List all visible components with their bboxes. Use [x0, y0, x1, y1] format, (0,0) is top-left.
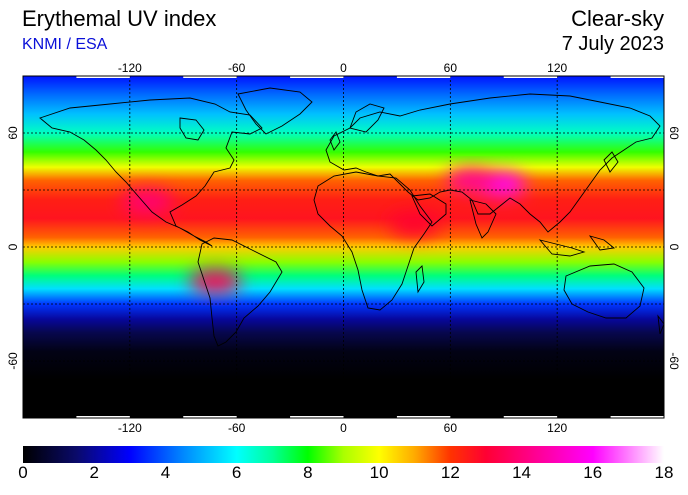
sky-mode-label: Clear-sky	[571, 6, 664, 31]
left-lat-label: 60	[6, 126, 20, 140]
coastline-india	[469, 199, 497, 239]
coastline-japan	[603, 151, 619, 173]
bottom-lon-label: 120	[547, 421, 567, 435]
bottom-lon-label: 0	[340, 421, 347, 435]
uv-hotspot-4	[388, 212, 441, 237]
axis-labels: -120 -120 -60 -60 0 0 60 60 120 120 60 60 0 0 -60 -60	[6, 61, 681, 435]
colorbar-tick-label: 2	[89, 463, 99, 482]
right-lat-label: -60	[667, 352, 681, 370]
right-lat-label: 60	[667, 126, 681, 140]
uv-hotspot-2	[121, 189, 174, 214]
graticule	[23, 76, 664, 418]
coastline-arabia	[411, 193, 447, 227]
colorbar-tick-label: 16	[583, 463, 603, 482]
bottom-lon-label: -120	[118, 421, 142, 435]
coastline-hudson-bay	[179, 117, 205, 141]
map-frame	[22, 75, 665, 419]
coastline-north-america	[39, 97, 263, 247]
coastline-africa	[313, 171, 433, 311]
colorbar-tick-label: 10	[369, 463, 389, 482]
coastline-uk	[329, 131, 341, 151]
colorbar-tick-label: 12	[440, 463, 460, 482]
coastline-south-america	[197, 237, 283, 347]
top-lon-label: 60	[444, 61, 458, 75]
left-lat-label: 0	[6, 243, 20, 250]
coastline-madagascar	[415, 265, 425, 294]
bottom-lon-label: -60	[228, 421, 246, 435]
left-lat-label: -60	[6, 352, 20, 370]
coastline-maritime-asia	[538, 235, 616, 257]
coastline-layer	[39, 87, 664, 347]
map-title: Erythemal UV index	[22, 6, 217, 31]
top-lon-label: 120	[547, 61, 567, 75]
colorbar-tick-label: 6	[231, 463, 242, 482]
coastline-new-zealand	[657, 314, 664, 335]
top-lon-label: -120	[118, 61, 142, 75]
uv-hotspot-1	[445, 168, 498, 193]
date-label: 7 July 2023	[561, 33, 664, 55]
colorbar-tick-label: 8	[303, 463, 313, 482]
coastline-scandinavia	[349, 103, 385, 133]
top-lon-label: 0	[340, 61, 347, 75]
colorbar-tick-label: 18	[654, 463, 674, 482]
colorbar-tick-label: 14	[512, 463, 532, 482]
colorbar	[23, 446, 664, 463]
colorbar-tick-label: 0	[18, 463, 28, 482]
colorbar-tick-label: 4	[160, 463, 171, 482]
uv-hotspot-3	[189, 269, 242, 294]
credit-label: KNMI / ESA	[22, 36, 108, 53]
top-lon-label: -60	[228, 61, 246, 75]
coastline-greenland	[237, 87, 313, 135]
coastline-australia	[563, 263, 645, 319]
right-lat-label: 0	[667, 244, 681, 251]
bottom-lon-label: 60	[444, 421, 458, 435]
